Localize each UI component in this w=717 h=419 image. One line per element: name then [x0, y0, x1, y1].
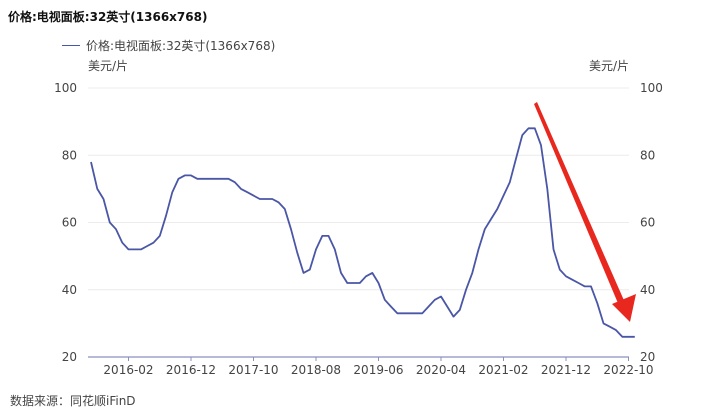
x-tick-2018-08: 2018-08	[291, 363, 341, 377]
axes: 20 20 40 40 60 60 80 80 100 100 2016-02 2016-12 2017…	[54, 81, 663, 377]
x-tick-2021-02: 2021-02	[478, 363, 528, 377]
x-tick-2016-02: 2016-02	[103, 363, 153, 377]
y-axis-unit-left: 美元/片	[88, 59, 128, 73]
x-tick-2020-04: 2020-04	[416, 363, 466, 377]
y-tick-right-80: 80	[640, 148, 655, 162]
arrow-shaft	[534, 102, 626, 308]
y-axis-unit-right: 美元/片	[589, 59, 629, 73]
y-tick-right-40: 40	[640, 283, 655, 297]
annotation-layer	[534, 102, 636, 322]
series-line-0	[90, 127, 635, 338]
legend-line-swatch	[62, 45, 80, 46]
y-tick-left-20: 20	[62, 350, 77, 364]
data-source-note: 数据来源：同花顺iFinD	[10, 394, 136, 408]
y-tick-left-100: 100	[54, 81, 77, 95]
x-tick-2017-10: 2017-10	[228, 363, 278, 377]
x-tick-2019-06: 2019-06	[353, 363, 403, 377]
chart-title: 价格:电视面板:32英寸(1366x768)	[8, 10, 208, 24]
arrow-head	[612, 294, 636, 322]
y-tick-left-80: 80	[62, 148, 77, 162]
y-tick-right-100: 100	[640, 81, 663, 95]
legend-label: 价格:电视面板:32英寸(1366x768)	[86, 39, 276, 53]
series-layer	[90, 127, 635, 338]
y-tick-right-20: 20	[640, 350, 655, 364]
y-tick-left-60: 60	[62, 216, 77, 230]
x-tick-2016-12: 2016-12	[166, 363, 216, 377]
y-tick-left-40: 40	[62, 283, 77, 297]
x-tick-2022-10: 2022-10	[603, 363, 653, 377]
y-tick-right-60: 60	[640, 216, 655, 230]
legend[interactable]: 价格:电视面板:32英寸(1366x768)	[62, 37, 275, 54]
x-tick-2021-12: 2021-12	[541, 363, 591, 377]
gridlines	[88, 87, 629, 291]
